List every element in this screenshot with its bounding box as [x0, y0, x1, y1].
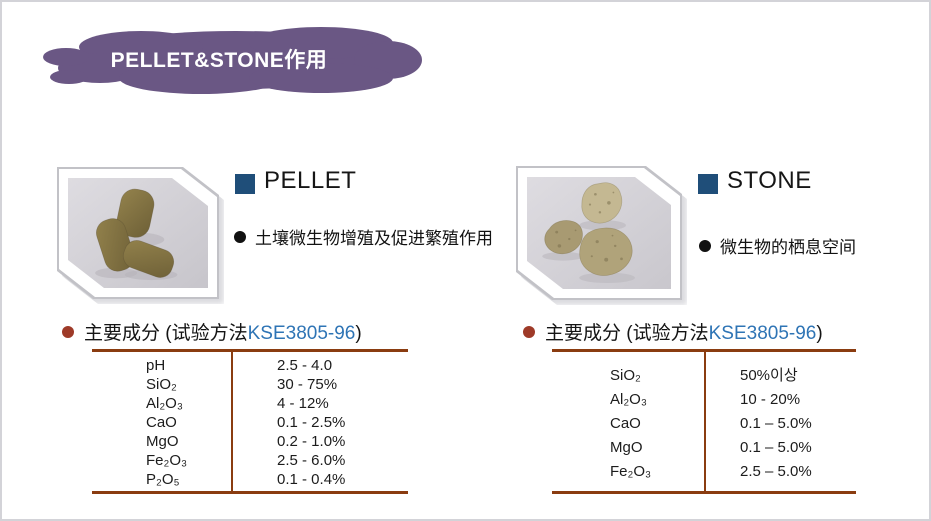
table-row: P₂O₅ 0.1 - 0.4% [92, 470, 408, 489]
component-value: 2.5 – 5.0% [740, 463, 812, 480]
stone-feature-line: 微生物的栖息空间 [699, 233, 856, 258]
component-label: CaO [146, 414, 177, 431]
table-row: CaO 0.1 – 5.0% [552, 412, 856, 436]
pellet-photo [68, 178, 208, 288]
cloud-shape-icon [43, 27, 422, 94]
component-label: MgO [146, 433, 179, 450]
component-value: 50%이상 [740, 367, 798, 384]
stone-photo-frame [516, 166, 682, 300]
bullet-dot-icon [699, 239, 711, 252]
stone-composition-table: SiO₂ 50%이상 Al₂O₃ 10 - 20% CaO 0.1 – 5.0%… [552, 349, 856, 494]
heading-prefix: 主要成分 (试验方法 [545, 323, 709, 344]
component-value: 0.1 – 5.0% [740, 439, 812, 456]
component-label: Fe₂O₃ [610, 463, 652, 480]
component-label: Al₂O₃ [610, 391, 647, 408]
component-label: Al₂O₃ [146, 395, 183, 412]
table-row: SiO₂ 30 - 75% [92, 375, 408, 394]
frame-mat [59, 169, 217, 297]
pellet-bullet-square-icon [235, 174, 255, 194]
maroon-bullet-icon [62, 325, 74, 338]
pellet-composition-table: pH 2.5 - 4.0 SiO₂ 30 - 75% Al₂O₃ 4 - 12%… [92, 349, 408, 494]
heading-suffix: ) [816, 323, 823, 344]
pellet-composition-heading: 主要成分 (试验方法KSE3805-96) [62, 318, 362, 345]
heading-suffix: ) [355, 323, 362, 344]
table-row: pH 2.5 - 4.0 [92, 356, 408, 375]
component-value: 4 - 12% [277, 395, 329, 412]
component-value: 2.5 - 6.0% [277, 452, 346, 469]
component-value: 10 - 20% [740, 391, 801, 408]
component-label: MgO [610, 439, 643, 456]
pellet-section-title: PELLET [264, 167, 357, 194]
component-value: 0.2 - 1.0% [277, 433, 346, 450]
component-value: 0.1 – 5.0% [740, 415, 812, 432]
composition-heading-text: 主要成分 (试验方法KSE3805-96) [84, 318, 362, 345]
table-row: CaO 0.1 - 2.5% [92, 413, 408, 432]
component-value: 2.5 - 4.0 [277, 357, 333, 374]
heading-prefix: 主要成分 (试验方法 [84, 323, 248, 344]
test-method-code: KSE3805-96 [247, 323, 356, 344]
frame-outline [516, 166, 682, 300]
stone-composition-heading: 主要成分 (试验方法KSE3805-96) [523, 318, 823, 345]
component-value: 30 - 75% [277, 376, 338, 393]
table-row: Fe₂O₃ 2.5 – 5.0% [552, 460, 856, 484]
composition-heading-text: 主要成分 (试验方法KSE3805-96) [545, 318, 823, 345]
table-divider [231, 352, 233, 491]
component-label: SiO₂ [146, 376, 177, 393]
pellet-photo-frame [57, 167, 219, 299]
page-title: PELLET&STONE作用 [110, 49, 328, 72]
stone-image-icon [527, 177, 671, 289]
table-row: MgO 0.2 - 1.0% [92, 432, 408, 451]
stone-photo [527, 177, 671, 289]
component-label: CaO [610, 415, 641, 432]
table-row: MgO 0.1 – 5.0% [552, 436, 856, 460]
table-divider [704, 352, 706, 491]
stone-feature-text: 微生物的栖息空间 [720, 238, 856, 257]
pellet-feature-line: 土壤微生物增殖及促进繁殖作用 [234, 224, 493, 249]
component-label: P₂O₅ [146, 471, 180, 488]
frame-outline [57, 167, 219, 299]
maroon-bullet-icon [523, 325, 535, 338]
title-banner: PELLET&STONE作用 [36, 18, 428, 100]
table-row: Al₂O₃ 4 - 12% [92, 394, 408, 413]
component-label: SiO₂ [610, 367, 641, 384]
pellet-feature-text: 土壤微生物增殖及促进繁殖作用 [255, 229, 493, 248]
test-method-code: KSE3805-96 [708, 323, 817, 344]
bullet-dot-icon [234, 230, 246, 243]
table-row: SiO₂ 50%이상 [552, 364, 856, 388]
stone-section-title: STONE [727, 167, 812, 194]
component-value: 0.1 - 2.5% [277, 414, 346, 431]
frame-mat [518, 168, 680, 298]
component-label: Fe₂O₃ [146, 452, 188, 469]
table-row: Al₂O₃ 10 - 20% [552, 388, 856, 412]
table-row: Fe₂O₃ 2.5 - 6.0% [92, 451, 408, 470]
component-label: pH [146, 357, 166, 374]
pellet-image-icon [68, 178, 208, 288]
stone-bullet-square-icon [698, 174, 718, 194]
component-value: 0.1 - 0.4% [277, 471, 346, 488]
